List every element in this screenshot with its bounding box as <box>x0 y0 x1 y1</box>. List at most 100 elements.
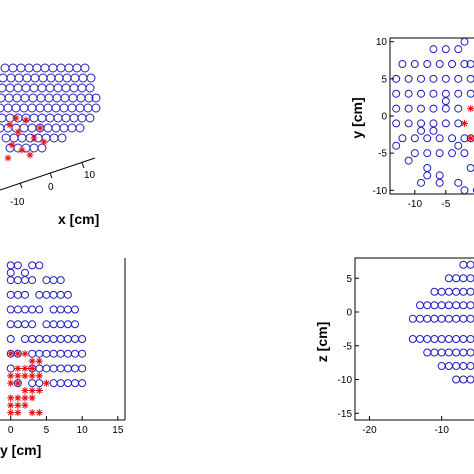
electrode-circle <box>454 74 463 83</box>
bl-axes-ticks: 0 5 10 15 <box>0 258 126 436</box>
marker-star <box>14 350 22 358</box>
marker-star <box>6 121 14 129</box>
x-tick-label: -10 <box>408 199 423 210</box>
y-tick-label: 5 <box>346 274 352 285</box>
electrode-circle <box>63 335 72 343</box>
tr-axes-ticks: -10 -5 10 5 0 -5 -10 <box>373 37 451 210</box>
electrode-circle <box>441 45 450 54</box>
electrode-circle <box>437 287 446 296</box>
marker-star <box>21 372 29 380</box>
electrode-circle <box>466 60 474 68</box>
marker-star <box>14 372 22 380</box>
electrode-circle <box>408 335 417 343</box>
electrode-circle <box>42 290 51 299</box>
electrode-circle <box>20 93 30 103</box>
electrode-circle <box>452 301 461 310</box>
marker-star <box>12 114 20 122</box>
electrode-circle <box>35 364 44 373</box>
electrode-circle <box>60 93 70 103</box>
electrode-circle <box>56 63 66 73</box>
electrode-circle <box>466 274 474 283</box>
tl-xlabel: x [cm] <box>58 211 99 227</box>
electrode-circle <box>86 73 96 83</box>
electrode-circle <box>46 73 56 83</box>
electrode-circle <box>0 63 10 73</box>
tl-tick-mark <box>81 162 85 169</box>
electrode-circle <box>56 305 65 314</box>
electrode-circle <box>17 133 27 143</box>
electrode-circle <box>56 290 65 299</box>
marker-star <box>21 364 29 372</box>
marker-star <box>18 146 26 154</box>
electrode-circle <box>0 103 5 113</box>
electrode-circle <box>441 89 450 98</box>
electrode-circle <box>49 335 58 343</box>
electrode-circle <box>459 348 468 357</box>
tl-xtick-3: 10 <box>84 170 96 181</box>
electrode-circle <box>466 375 474 384</box>
marker-star <box>14 128 22 136</box>
electrode-circle <box>56 379 65 388</box>
electrode-circle <box>404 104 413 113</box>
electrode-circle <box>48 63 58 73</box>
electrode-circle <box>53 83 63 93</box>
y-tick-label: 0 <box>346 308 352 319</box>
electrode-circle <box>21 335 29 343</box>
electrode-circle <box>466 74 474 83</box>
electrode-circle <box>423 171 432 180</box>
electrode-circle <box>91 93 101 103</box>
electrode-circle <box>466 362 474 370</box>
electrode-circle <box>466 335 474 343</box>
electrode-circle <box>29 143 39 153</box>
electrode-circle <box>459 314 468 323</box>
electrode-circle <box>13 290 22 299</box>
electrode-circle <box>452 287 461 296</box>
marker-star <box>4 154 12 162</box>
x-tick-label: 15 <box>112 425 124 436</box>
electrode-circle <box>404 89 413 98</box>
electrode-circle <box>417 74 426 83</box>
electrode-circle <box>452 362 461 370</box>
electrode-circle <box>441 119 450 128</box>
electrode-circle <box>54 73 64 83</box>
electrode-circle <box>417 89 426 98</box>
electrode-circle <box>63 320 72 329</box>
electrode-circle <box>423 301 432 310</box>
electrode-circle <box>37 83 47 93</box>
electrode-circle <box>21 290 29 299</box>
electrode-circle <box>410 60 419 68</box>
electrode-circle <box>32 63 42 73</box>
electrode-circle <box>49 320 58 329</box>
electrode-circle <box>71 349 79 358</box>
electrode-circle <box>28 93 38 103</box>
marker-star <box>14 394 22 402</box>
electrode-circle <box>0 93 6 103</box>
electrode-circle <box>454 104 463 113</box>
electrode-circle <box>56 349 65 358</box>
electrode-circle <box>51 103 61 113</box>
electrode-circle <box>71 305 79 314</box>
electrode-circle <box>64 63 74 73</box>
electrode-circle <box>78 335 87 343</box>
electrode-circle <box>392 89 401 98</box>
marker-star <box>14 364 22 372</box>
electrode-circle <box>8 63 18 73</box>
electrode-circle <box>0 83 7 93</box>
marker-star <box>28 357 36 365</box>
electrode-circle <box>0 113 7 123</box>
electrode-circle <box>85 113 95 123</box>
electrode-circle <box>49 133 59 143</box>
marker-star <box>28 372 36 380</box>
electrode-circle <box>63 364 72 373</box>
electrode-circle <box>9 133 19 143</box>
electrode-circle <box>416 301 424 310</box>
marker-star <box>21 394 29 402</box>
marker-star <box>35 409 43 417</box>
tl-tick-mark <box>49 172 53 179</box>
electrode-circle <box>35 349 44 358</box>
electrode-circle <box>83 103 93 113</box>
marker-star <box>8 141 16 149</box>
electrode-circle <box>53 113 63 123</box>
electrode-circle <box>423 134 432 143</box>
marker-star <box>467 134 474 142</box>
